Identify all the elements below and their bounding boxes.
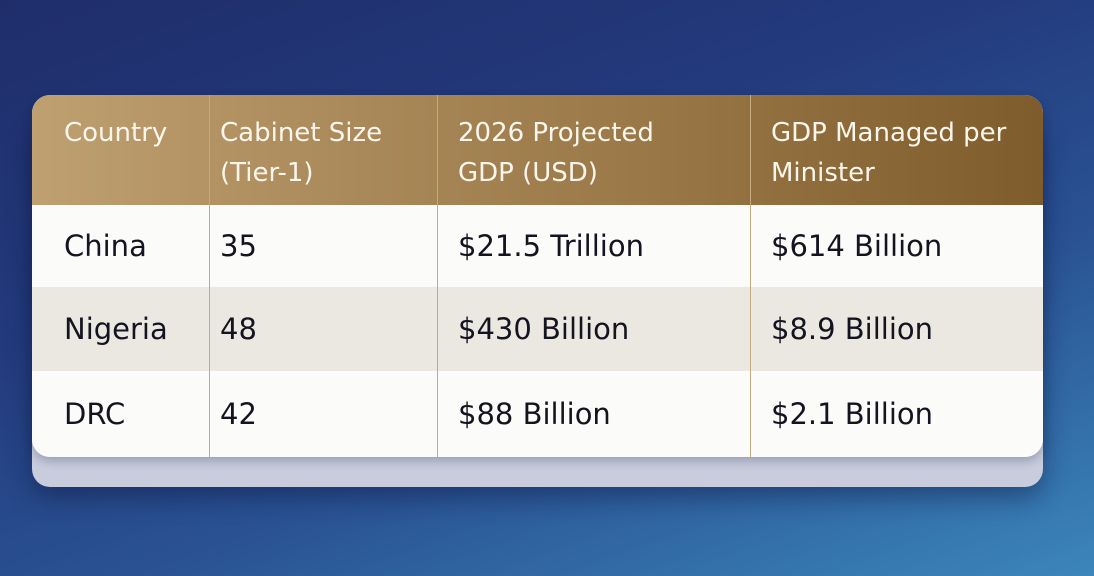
cell-gdp-per-minister: $8.9 Billion	[771, 312, 934, 346]
table-row: Nigeria 48 $430 Billion $8.9 Billion	[32, 287, 1043, 371]
table-row: China 35 $21.5 Trillion $614 Billion	[32, 205, 1043, 287]
cell-projected-gdp: $430 Billion	[438, 287, 751, 371]
table-row: DRC 42 $88 Billion $2.1 Billion	[32, 371, 1043, 457]
header-country: Country	[32, 95, 210, 205]
data-table: Country Cabinet Size (Tier-1) 2026 Proje…	[32, 95, 1043, 457]
cell-country: DRC	[32, 371, 210, 457]
header-gdp-per-minister: GDP Managed per Minister	[771, 118, 1007, 188]
cell-projected-gdp: $21.5 Trillion	[438, 205, 751, 287]
header-projected-gdp: 2026 Projected GDP (USD)	[438, 95, 751, 205]
cell-cabinet-size: 35	[210, 205, 438, 287]
header-cabinet-size: Cabinet Size (Tier-1)	[210, 95, 438, 205]
cell-cabinet-size: 48	[210, 287, 438, 371]
cell-cabinet-size: 42	[210, 371, 438, 457]
cell-gdp-per-minister: $614 Billion	[771, 229, 943, 263]
cell-country: Nigeria	[32, 287, 210, 371]
cell-country: China	[32, 205, 210, 287]
table-header-row: Country Cabinet Size (Tier-1) 2026 Proje…	[32, 95, 1043, 205]
cell-gdp-per-minister: $2.1 Billion	[771, 397, 934, 431]
cell-projected-gdp: $88 Billion	[438, 371, 751, 457]
